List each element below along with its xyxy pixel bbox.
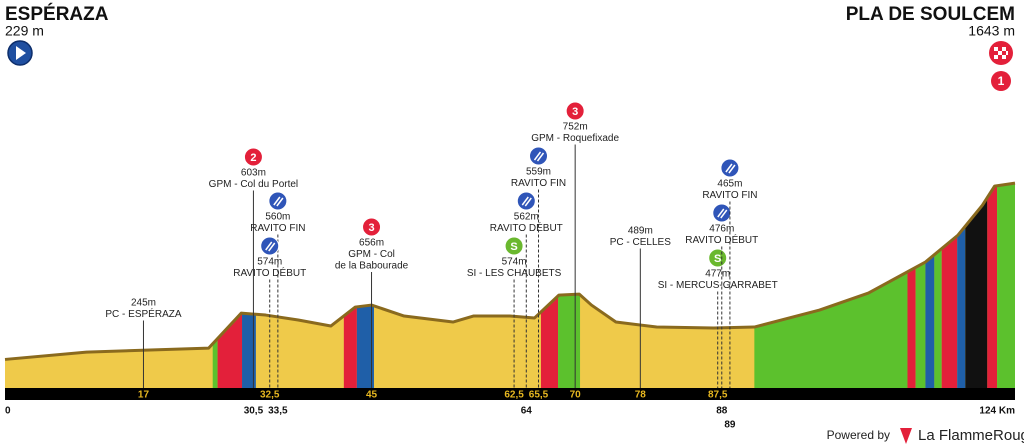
ravito-stripe [725, 163, 733, 173]
marker-label: RAVITO DÉBUT [490, 221, 563, 234]
km-label-in-bar: 87,5 [708, 390, 728, 401]
marker-badge: 3 [572, 106, 578, 118]
marker-badge: S [510, 241, 517, 253]
km-label-in-bar: 70 [570, 390, 582, 401]
finish-name: PLA DE SOULCEM [846, 4, 1015, 25]
ravito-stripe [524, 197, 532, 207]
marker-altitude: 560m [265, 212, 290, 223]
marker-label: PC - ESPÉRAZA [105, 307, 181, 320]
marker-altitude: 489m [628, 226, 653, 237]
marker-label: RAVITO FIN [702, 190, 757, 201]
ravito-icon [720, 158, 740, 178]
gradient-band [343, 183, 357, 388]
marker-label: de la Babourade [335, 261, 409, 272]
ravito-stripe [273, 196, 281, 206]
gradient-band [941, 183, 958, 388]
marker-badge: 2 [250, 152, 256, 164]
km-label: 88 [716, 406, 728, 417]
ravito-stripe [268, 242, 276, 252]
marker-altitude: 477m [705, 269, 730, 280]
km-label-in-bar: 45 [366, 390, 378, 401]
km-label-in-bar: 32,5 [260, 390, 280, 401]
marker-label: SI - LES CHAUBETS [467, 268, 562, 279]
finish-flag-icon [989, 41, 1013, 65]
marker-label: RAVITO DÉBUT [685, 233, 758, 246]
profile-line [4, 181, 1016, 361]
gradient-band [925, 183, 935, 388]
footer-brand: La FlammeRouge [918, 427, 1024, 444]
km-label-in-bar: 17 [138, 390, 150, 401]
marker-badge: S [714, 253, 721, 265]
km-label-in-bar: 78 [635, 390, 647, 401]
marker-altitude: 656m [359, 238, 384, 249]
km-bar [5, 388, 1015, 400]
marker-label: GPM - Col [348, 249, 395, 260]
marker-altitude: 603m [241, 168, 266, 179]
marker-label: PC - CELLES [610, 237, 671, 248]
gradient-band [934, 183, 942, 388]
ravito-icon [260, 236, 280, 256]
marker-altitude: 476m [709, 224, 734, 235]
ravito-stripe [521, 196, 529, 206]
ravito-stripe [717, 208, 725, 218]
start-name: ESPÉRAZA [5, 3, 109, 25]
marker-altitude: 465m [717, 179, 742, 190]
ravito-icon [268, 191, 288, 211]
marker-label: GPM - Roquefixade [531, 133, 619, 144]
ravito-stripe [720, 209, 728, 219]
km-label: 33,5 [268, 406, 288, 417]
marker-badge: 3 [368, 222, 374, 234]
climb-icon [565, 101, 585, 121]
ravito-stripe [533, 151, 542, 161]
marker-altitude: 574m [502, 257, 527, 268]
footer-powered: Powered by [827, 428, 890, 442]
gradient-band [957, 183, 966, 388]
marker-altitude: 559m [526, 167, 551, 178]
climb-icon [243, 147, 263, 167]
km-label-in-bar: 62,5 [504, 390, 524, 401]
marker-altitude: 562m [514, 212, 539, 223]
gradient-band [965, 183, 988, 388]
start-altitude: 229 m [5, 23, 44, 39]
km-label: 30,5 [244, 406, 264, 417]
ravito-icon [516, 191, 536, 211]
climb-icon [362, 217, 382, 237]
marker-label: GPM - Col du Portel [209, 179, 298, 190]
brand-logo [900, 428, 912, 444]
km-label: 0 [5, 406, 11, 417]
finish-altitude: 1643 m [968, 23, 1015, 39]
ravito-stripe [276, 197, 284, 207]
marker-label: SI - MERCUS-GARRABET [658, 280, 778, 291]
marker-altitude: 574m [257, 257, 282, 268]
gradient-band [558, 183, 581, 388]
start-icon [7, 40, 33, 66]
marker-label: RAVITO DÉBUT [233, 266, 306, 279]
marker-label: RAVITO FIN [511, 178, 566, 189]
marker-altitude: 752m [563, 122, 588, 133]
marker-label: RAVITO FIN [250, 223, 305, 234]
ravito-stripe [536, 152, 545, 162]
gradient-band [754, 183, 908, 388]
finish-badge-icon [991, 71, 1011, 91]
gradient-band [987, 183, 998, 388]
km-label: 89 [724, 420, 736, 431]
finish-badge: 1 [998, 74, 1005, 88]
ravito-icon [529, 146, 549, 166]
gradient-band [915, 183, 926, 388]
marker-altitude: 245m [131, 298, 156, 309]
gradient-band [212, 183, 218, 388]
ravito-stripe [728, 164, 736, 174]
km-label-in-bar: 65,5 [529, 390, 549, 401]
ravito-stripe [265, 241, 273, 251]
sprint-icon [504, 236, 524, 256]
gradient-band [907, 183, 916, 388]
km-end-label: 124 Km [979, 406, 1015, 417]
km-label: 64 [521, 406, 533, 417]
ravito-icon [712, 203, 732, 223]
gradient-band [997, 183, 1015, 388]
